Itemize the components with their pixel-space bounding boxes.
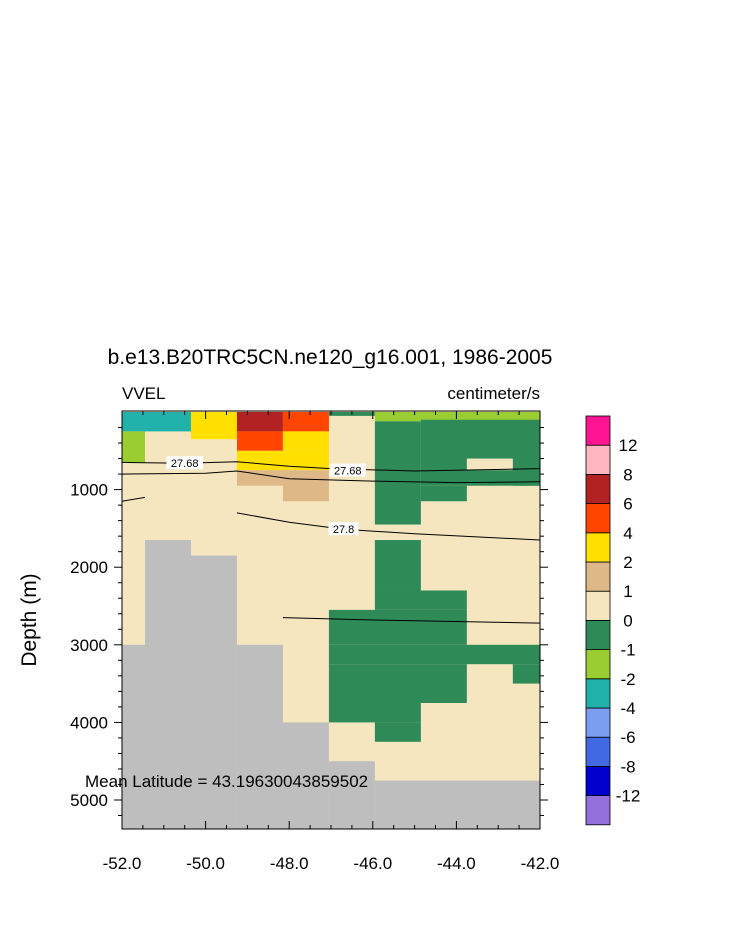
axes: -52.0 -50.0 -48.0 -46.0 -44.0 -42.0 1000 2000 30…	[70, 410, 560, 873]
density-contour-line	[121, 496, 146, 502]
velocity-cell	[420, 485, 467, 502]
velocity-cell	[190, 412, 237, 440]
velocity-cell	[236, 431, 283, 451]
colorbar-label: -8	[620, 757, 635, 776]
colorbar-swatch	[585, 415, 611, 446]
y-tick-label: 1000	[70, 481, 108, 500]
velocity-cells	[122, 412, 540, 742]
velocity-cell	[328, 644, 540, 665]
units-label: centimeter/s	[447, 384, 540, 403]
density-contour-line	[282, 617, 541, 624]
land-cell	[144, 540, 191, 829]
colorbar-label: -1	[620, 641, 635, 660]
x-tick-label: -52.0	[103, 854, 142, 873]
colorbar-label: -4	[620, 699, 635, 718]
velocity-cell	[374, 590, 467, 610]
velocity-cell	[512, 470, 540, 486]
x-tick-label: -46.0	[353, 854, 392, 873]
x-tick-label: -44.0	[437, 854, 476, 873]
colorbar-label: -2	[620, 670, 635, 689]
contour-label-background	[166, 456, 203, 470]
density-contour-line	[121, 470, 541, 484]
contour-label: 27.8	[333, 524, 354, 536]
land-cell	[122, 644, 145, 829]
colorbar-swatch	[585, 707, 611, 738]
contour-label-background	[329, 463, 366, 477]
colorbar-swatch	[585, 795, 611, 826]
land-cell	[190, 555, 237, 829]
colorbar-swatch	[585, 649, 611, 680]
y-tick-label: 5000	[70, 791, 108, 810]
colorbar-label: 4	[623, 524, 632, 543]
land-cell	[282, 722, 329, 829]
velocity-cell	[282, 431, 329, 451]
x-tick-label: -48.0	[270, 854, 309, 873]
velocity-cell	[282, 470, 329, 502]
x-tick-label: -42.0	[521, 854, 560, 873]
y-axis-label: Depth (m)	[18, 573, 41, 666]
chart-title: b.e13.B20TRC5CN.ne120_g16.001, 1986-2005	[108, 346, 553, 369]
land-cell	[328, 761, 375, 829]
y-tick-label: 2000	[70, 558, 108, 577]
land-cell	[374, 780, 540, 829]
y-tick-label: 3000	[70, 636, 108, 655]
velocity-cell	[236, 470, 283, 486]
velocity-cell	[328, 609, 467, 645]
colorbar-swatch	[585, 736, 611, 767]
plot-area: 27.68 27.68 27.8 -52.0 -50.0 -48.0 -46.0 -44.0…	[70, 410, 560, 873]
x-tick-label: -50.0	[186, 854, 225, 873]
variable-label: VVEL	[122, 384, 165, 403]
colorbar-swatch	[585, 503, 611, 534]
velocity-cell	[374, 540, 421, 591]
velocity-cell	[374, 722, 421, 742]
velocity-cell	[236, 450, 329, 471]
colorbar-swatch	[585, 561, 611, 592]
land-cell	[236, 644, 283, 829]
colorbar-label: 0	[623, 611, 632, 630]
y-tick-label: 4000	[70, 713, 108, 732]
colorbar-swatch	[585, 678, 611, 709]
colorbar-label: -6	[620, 728, 635, 747]
contour-label-background	[328, 522, 359, 536]
colorbar-label: 6	[623, 495, 632, 514]
velocity-cell	[122, 431, 145, 463]
colorbar-label: -12	[616, 787, 641, 806]
colorbar-swatch	[585, 473, 611, 504]
velocity-cell	[122, 412, 191, 432]
colorbar-swatch	[585, 532, 611, 563]
colorbar-swatch	[585, 444, 611, 475]
velocity-cell	[374, 421, 421, 525]
colorbar-label: 2	[623, 553, 632, 572]
velocity-cell	[466, 458, 513, 471]
density-contours: 27.68 27.68 27.8	[121, 456, 541, 624]
velocity-cell	[236, 412, 283, 432]
mean-latitude-annotation: Mean Latitude = 43.19630043859502	[85, 772, 368, 791]
contour-label: 27.68	[334, 466, 362, 478]
colorbar-swatch	[585, 620, 611, 651]
velocity-cell	[282, 412, 329, 432]
colorbar-swatch	[585, 590, 611, 621]
velocity-cell	[374, 412, 540, 422]
velocity-cell	[328, 664, 467, 703]
contour-label: 27.68	[171, 458, 199, 470]
land-mask	[122, 540, 540, 829]
colorbar-label: 12	[619, 436, 638, 455]
velocity-cell	[512, 664, 540, 684]
colorbar-label: 1	[623, 582, 632, 601]
colorbar-label: 8	[623, 465, 632, 484]
colorbar-swatch	[585, 766, 611, 797]
velocity-cell	[328, 703, 421, 723]
